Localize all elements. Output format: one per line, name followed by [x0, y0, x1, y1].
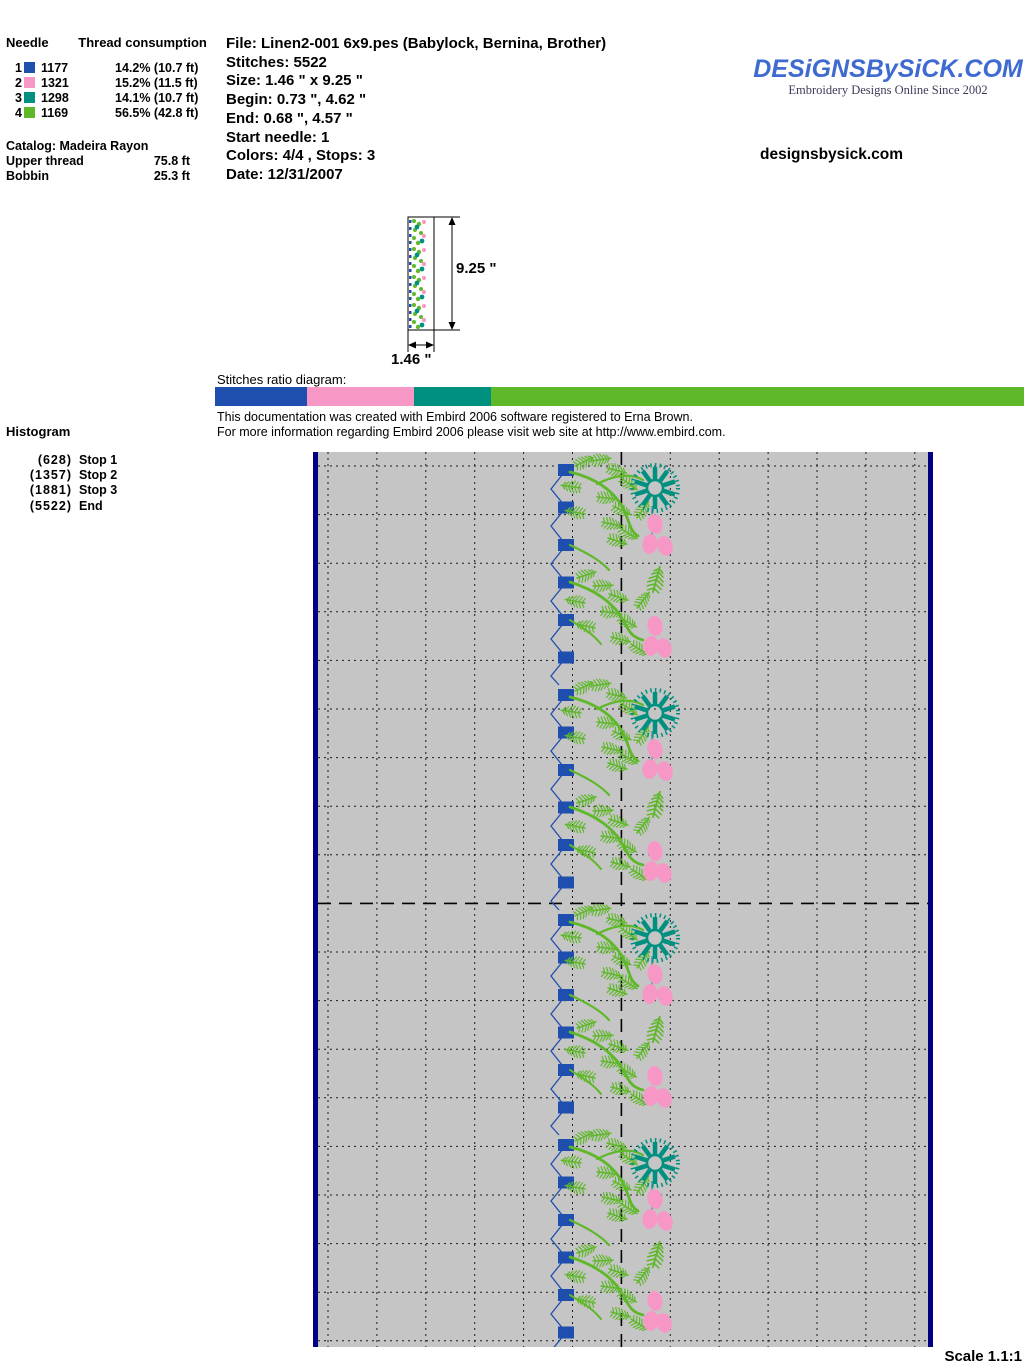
thread-consumption: 14.1% (10.7 ft) — [115, 91, 199, 105]
needle-number: 3 — [15, 91, 22, 105]
stitch-count-line: Stitches: 5522 — [226, 53, 327, 71]
bobbin-value: 25.3 ft — [153, 169, 190, 183]
thread-number: 1169 — [41, 106, 69, 120]
consumption-column-header: Thread consumption — [78, 35, 207, 50]
stop-label: End — [79, 498, 103, 513]
date-line: Date: 12/31/2007 — [226, 165, 343, 183]
width-dimension-lines — [407, 330, 435, 352]
stop-label: Stop 3 — [79, 483, 118, 498]
begin-line: Begin: 0.73 ", 4.62 " — [226, 91, 367, 109]
ratio-diagram-label: Stitches ratio diagram: — [217, 372, 347, 387]
needle-number: 1 — [15, 61, 22, 75]
needle-table: 1 1177 14.2% (10.7 ft) 2 1321 15.2% (11.5 ft… — [6, 61, 212, 121]
brand-block: DESiGNSBySiCK.COM Embroidery Designs Onl… — [752, 56, 1024, 98]
scale-label: Scale 1.1:1 — [944, 1348, 1022, 1365]
thread-number: 1177 — [41, 61, 69, 75]
thread-consumption: 56.5% (42.8 ft) — [115, 106, 199, 120]
embird-note-line2: For more information regarding Embird 20… — [217, 424, 726, 439]
hoop-left-border — [313, 452, 318, 1347]
design-canvas — [313, 452, 933, 1347]
thread-color-swatch — [24, 92, 35, 103]
start-needle-line: Start needle: 1 — [226, 128, 330, 146]
stitch-count: (5522) — [29, 498, 72, 513]
preview-stitch-strip — [409, 218, 427, 329]
needle-number: 4 — [15, 106, 22, 120]
logo-tagline: Embroidery Designs Online Since 2002 — [788, 83, 988, 97]
end-line: End: 0.68 ", 4.57 " — [226, 109, 353, 127]
arrow-left-icon — [408, 341, 416, 349]
needle-row: 2 1321 15.2% (11.5 ft) — [6, 76, 212, 91]
arrow-down-icon — [448, 322, 456, 330]
embird-note: This documentation was created with Embi… — [217, 410, 726, 439]
histogram-title: Histogram — [6, 424, 71, 439]
stitch-count: (1881) — [29, 483, 72, 498]
histogram-list: (628) Stop 1 (1357) Stop 2 (1881) Stop 3 (5… — [6, 453, 117, 514]
arrow-up-icon — [448, 217, 456, 225]
thread-number: 1298 — [41, 91, 69, 105]
file-name-line: File: Linen2-001 6x9.pes (Babylock, Bern… — [226, 35, 607, 52]
histogram-entry: (1881) Stop 3 — [6, 483, 117, 498]
needle-row: 4 1169 56.5% (42.8 ft) — [6, 106, 212, 121]
stitch-count: (1357) — [29, 468, 72, 483]
histogram-entry: (1357) Stop 2 — [6, 468, 117, 483]
needle-table-header: Needle Thread consumption — [6, 35, 207, 50]
stitches-ratio-bar — [215, 387, 1024, 406]
thread-color-swatch — [24, 62, 35, 73]
ratio-segment-teal — [414, 387, 491, 406]
needle-row: 3 1298 14.1% (10.7 ft) — [6, 91, 212, 106]
thread-consumption: 14.2% (10.7 ft) — [115, 61, 199, 75]
design-width-label: 1.46 " — [391, 351, 432, 368]
design-height-label: 9.25 " — [456, 260, 497, 277]
thread-color-swatch — [24, 107, 35, 118]
colors-stops-line: Colors: 4/4 , Stops: 3 — [226, 147, 376, 165]
site-url-text: designsbysick.com — [760, 146, 904, 163]
upper-thread-row: Upper thread 75.8 ft — [6, 154, 190, 169]
height-dimension-lines — [434, 216, 460, 331]
hoop-grid-background — [318, 452, 928, 1347]
catalog-line: Catalog: Madeira Rayon — [6, 139, 149, 153]
stop-label: Stop 1 — [79, 453, 118, 467]
hoop-right-border — [928, 452, 933, 1347]
embird-note-line1: This documentation was created with Embi… — [217, 410, 693, 424]
designsbysick-logo: DESiGNSBySiCK.COM — [753, 55, 1023, 83]
upper-thread-label: Upper thread — [6, 154, 84, 168]
thread-consumption: 15.2% (11.5 ft) — [115, 76, 198, 90]
bobbin-label: Bobbin — [6, 169, 50, 183]
stitch-count: (628) — [37, 453, 72, 467]
design-preview-thumbnail — [407, 216, 460, 352]
ratio-segment-pink — [307, 387, 414, 406]
arrow-right-icon — [426, 341, 434, 349]
histogram-entry: (628) Stop 1 — [6, 453, 117, 468]
ratio-segment-blue — [215, 387, 308, 406]
file-info-block: File: Linen2-001 6x9.pes (Babylock, Bern… — [226, 35, 606, 185]
needle-number: 2 — [15, 76, 22, 90]
ratio-segment-green — [490, 387, 1024, 406]
needle-column-header: Needle — [6, 35, 49, 50]
bobbin-row: Bobbin 25.3 ft — [6, 169, 190, 184]
size-line: Size: 1.46 " x 9.25 " — [226, 72, 363, 90]
histogram-entry: (5522) End — [6, 499, 117, 514]
upper-thread-value: 75.8 ft — [153, 154, 190, 168]
needle-row: 1 1177 14.2% (10.7 ft) — [6, 61, 212, 76]
thread-color-swatch — [24, 77, 35, 88]
thread-number: 1321 — [41, 76, 69, 90]
stop-label: Stop 2 — [79, 468, 118, 483]
